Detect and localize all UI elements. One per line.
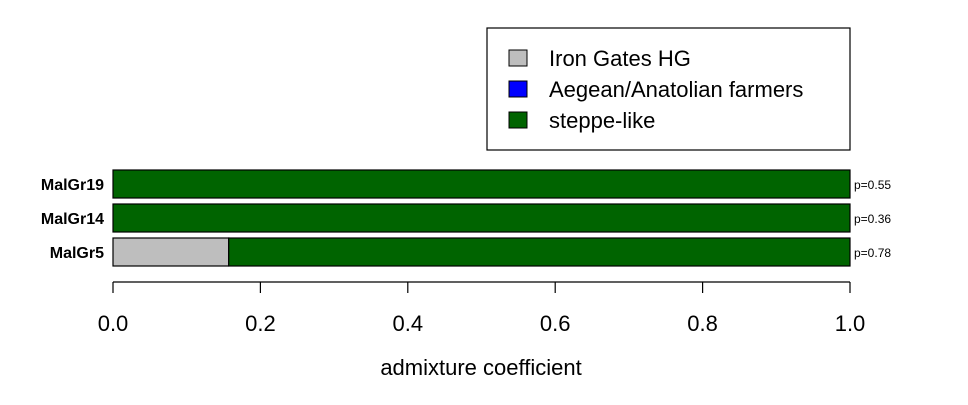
p-value-label: p=0.36 xyxy=(854,212,891,226)
bar-MalGr5-series-0 xyxy=(112,237,230,267)
legend-swatch-2 xyxy=(508,111,528,129)
category-label: MalGr19 xyxy=(41,177,104,194)
p-value-label: p=0.55 xyxy=(854,178,891,192)
x-tick-label: 0.6 xyxy=(540,311,571,336)
legend-label-2: steppe-like xyxy=(549,108,655,133)
x-axis-label: admixture coefficient xyxy=(380,355,581,380)
x-tick-label: 0.0 xyxy=(98,311,129,336)
legend-swatch-1 xyxy=(508,80,528,98)
x-tick-label: 1.0 xyxy=(835,311,866,336)
category-label: MalGr14 xyxy=(41,211,104,228)
category-labels: MalGr19 MalGr14 MalGr5 xyxy=(41,177,104,262)
legend-label-0: Iron Gates HG xyxy=(549,46,691,71)
bar-MalGr14-series-2 xyxy=(112,203,851,233)
legend: Iron Gates HG Aegean/Anatolian farmers ste… xyxy=(486,27,851,151)
category-label: MalGr5 xyxy=(50,245,104,262)
legend-box xyxy=(486,27,851,151)
x-tick-label: 0.8 xyxy=(687,311,718,336)
legend-swatch-0 xyxy=(508,49,528,67)
bars-group xyxy=(112,169,851,267)
legend-label-1: Aegean/Anatolian farmers xyxy=(549,77,803,102)
bar-MalGr19-series-2 xyxy=(112,169,851,199)
x-tick-label: 0.4 xyxy=(393,311,424,336)
p-value-label: p=0.78 xyxy=(854,246,891,260)
x-tick-label: 0.2 xyxy=(245,311,276,336)
x-axis: 0.0 0.2 0.4 0.6 0.8 1.0 xyxy=(98,281,866,336)
bar-MalGr5-series-2 xyxy=(228,237,851,267)
p-value-annotations: p=0.55 p=0.36 p=0.78 xyxy=(854,178,891,260)
